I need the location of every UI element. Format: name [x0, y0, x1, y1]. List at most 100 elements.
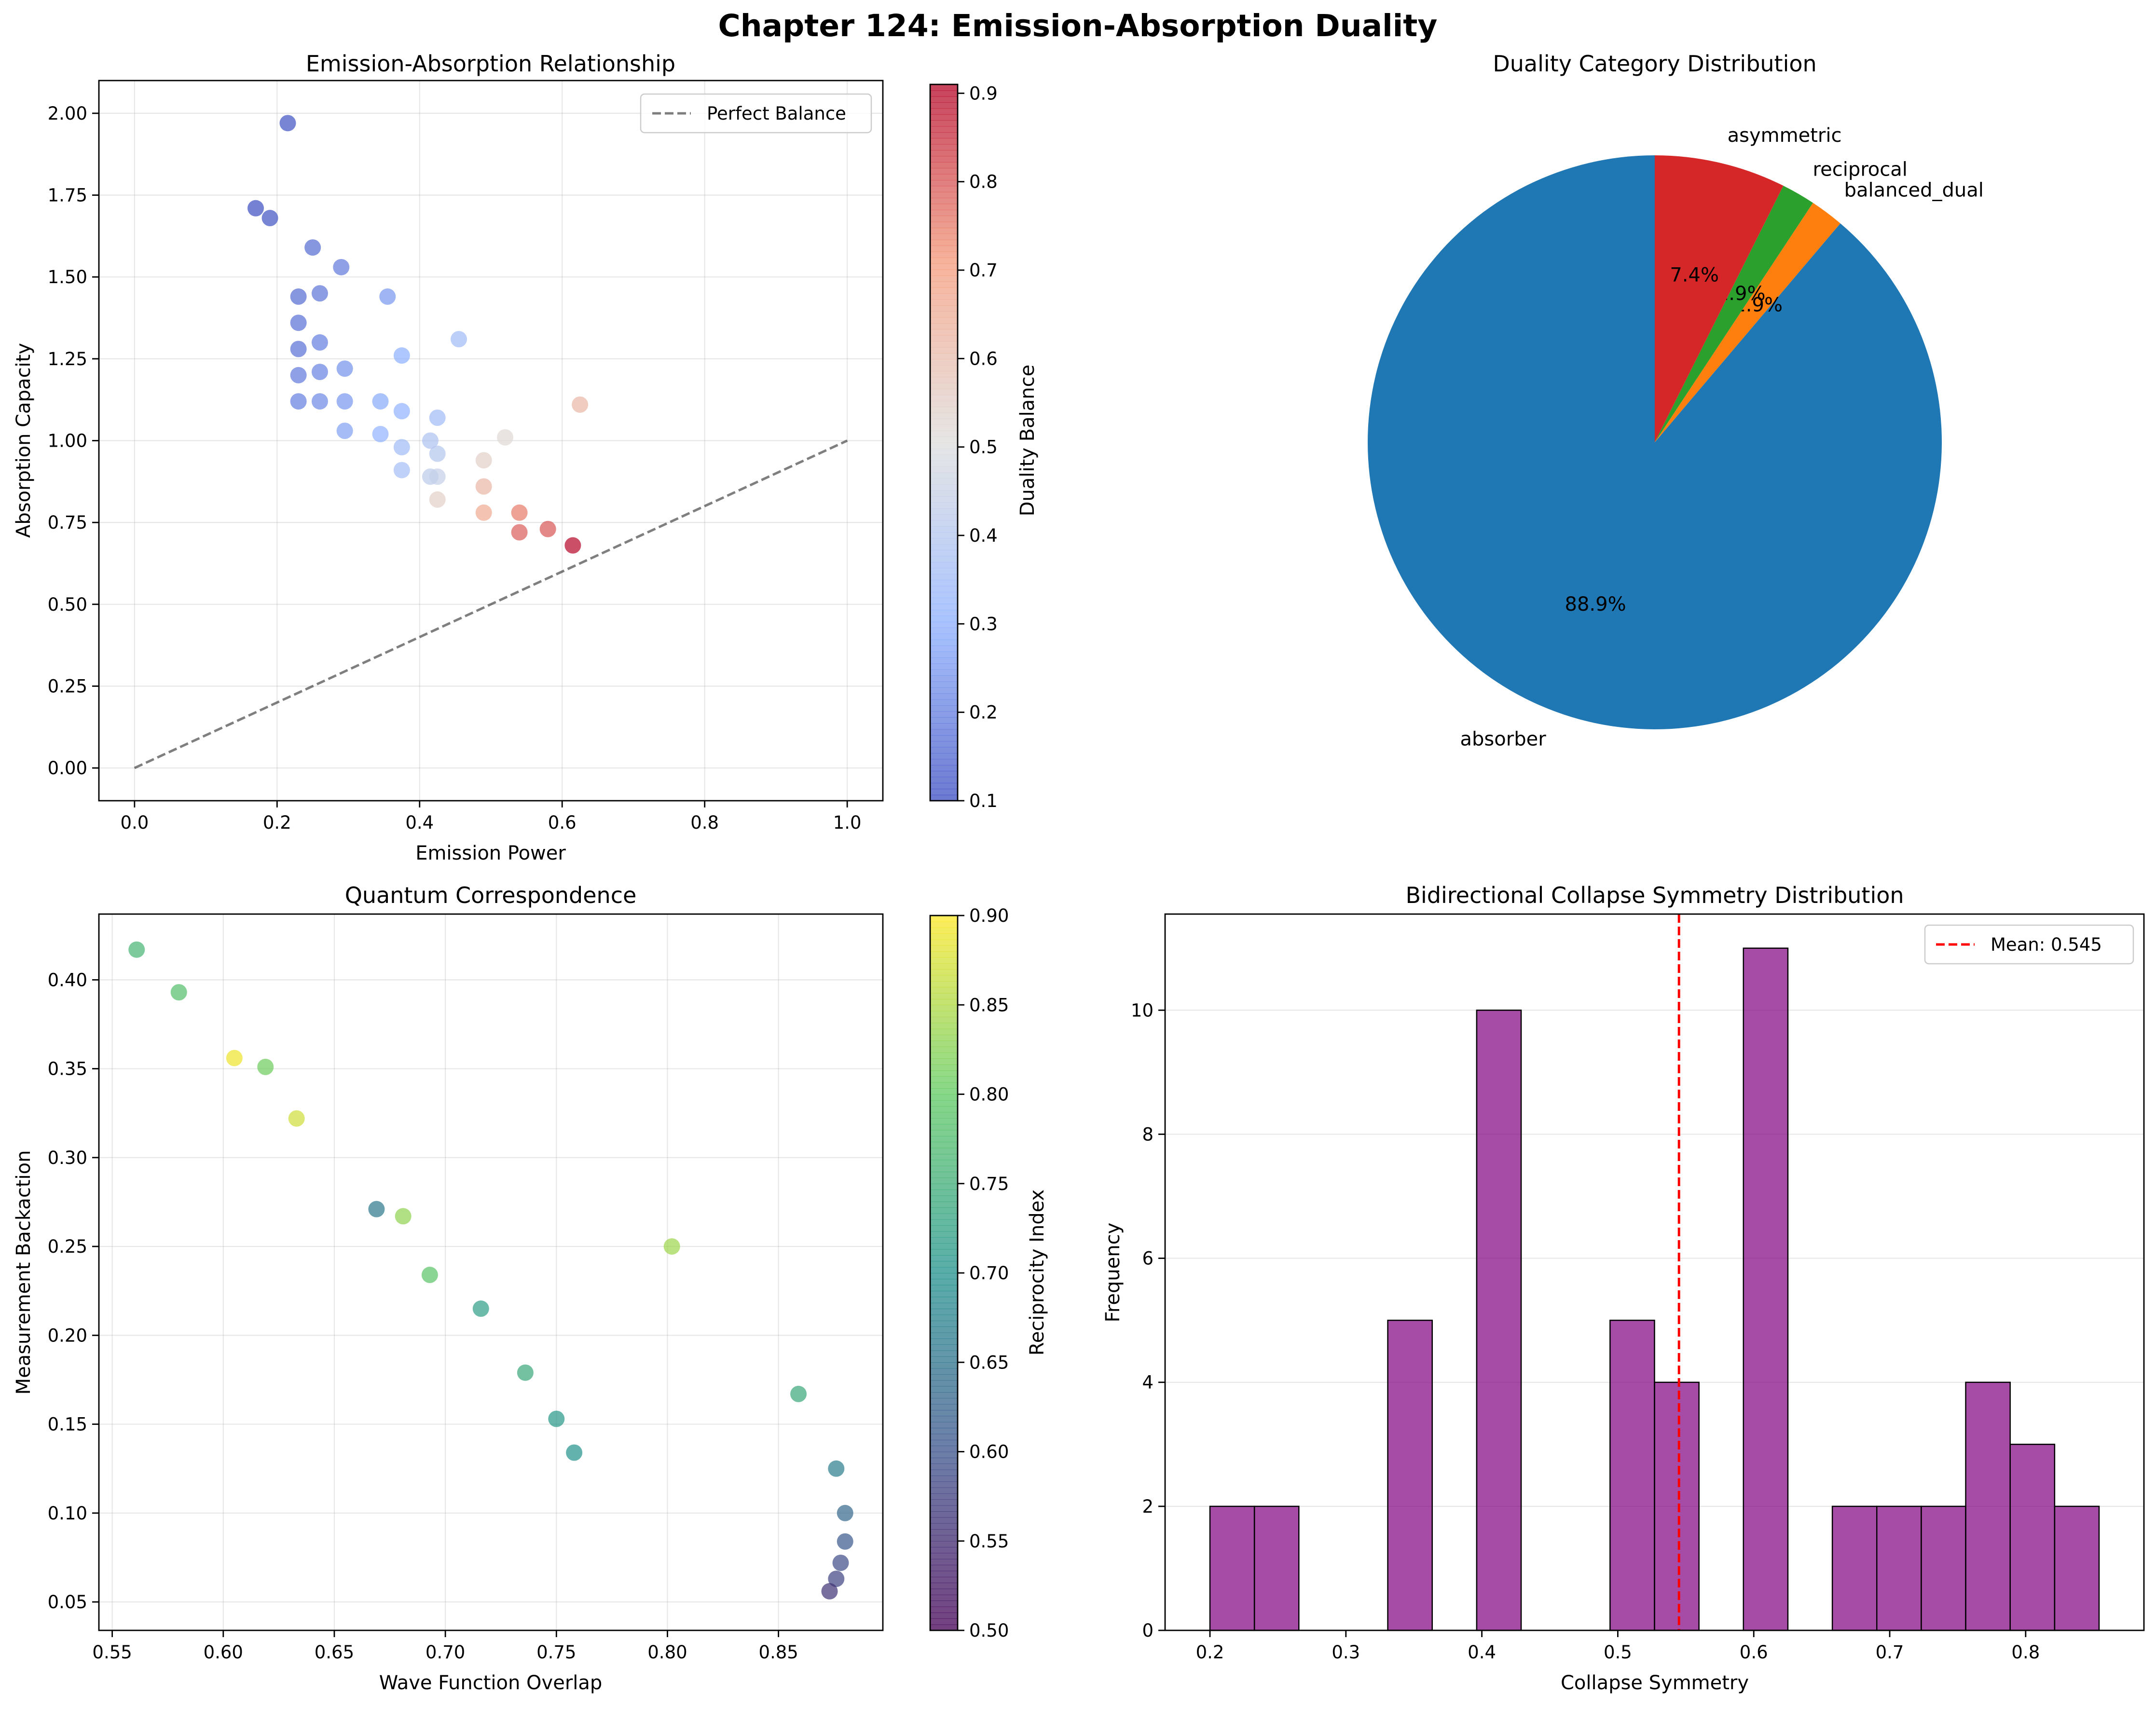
panel3-colorbar-segment [930, 1297, 958, 1303]
panel1-colorbar-segment [930, 132, 958, 139]
scatter-point [422, 432, 439, 449]
panel1-colorbar-segment [930, 377, 958, 383]
panel1-colorbar-segment [930, 400, 958, 408]
panel3-colorbar-segment [930, 1302, 958, 1309]
legend-mean-label: Mean: 0.545 [1991, 934, 2102, 955]
panel1-colorbar-segment [930, 520, 958, 527]
panel1-colorbar-segment [930, 532, 958, 539]
panel3-colorbar-segment [930, 1368, 958, 1375]
x-tick-label: 0.80 [647, 1642, 687, 1663]
panel3-colorbar-segment [930, 1386, 958, 1393]
scatter-point [290, 314, 307, 331]
panel1-colorbar-segment [930, 412, 958, 419]
panel3-colorbar-segment [930, 1183, 958, 1190]
panel3-colorbar-segment [930, 1529, 958, 1536]
panel3-colorbar-segment [930, 1541, 958, 1547]
panel4-xlabel: Collapse Symmetry [1561, 1672, 1749, 1694]
x-tick-label: 0.7 [1876, 1642, 1904, 1663]
panel1-colorbar-segment [930, 747, 958, 753]
scatter-point [257, 1058, 274, 1075]
x-tick-label: 0.6 [548, 812, 577, 833]
panel1-colorbar-tick-label: 0.4 [969, 525, 998, 546]
scatter-point [379, 288, 396, 305]
panel1-colorbar-segment [930, 84, 958, 91]
panel3-colorbar-segment [930, 1195, 958, 1202]
panel1-colorbar-segment [930, 460, 958, 467]
panel1-colorbar-segment [930, 544, 958, 551]
scatter-point [572, 396, 589, 413]
panel1-colorbar-segment [930, 138, 958, 145]
scatter-point [548, 1410, 565, 1427]
panel1-colorbar-segment [930, 711, 958, 718]
panel1-colorbar-segment [930, 156, 958, 163]
panel1-colorbar-segment [930, 246, 958, 252]
panel3-colorbar-segment [930, 1493, 958, 1500]
panel4-legend: Mean: 0.545 [1924, 924, 2134, 965]
panel3-colorbar-segment [930, 1380, 958, 1387]
panel3-colorbar-segment [930, 1428, 958, 1435]
y-tick-label: 8 [1142, 1124, 1154, 1145]
panel3-colorbar-segment [930, 1189, 958, 1196]
panel3-colorbar-segment [930, 969, 958, 976]
y-tick-label: 0.30 [48, 1148, 87, 1168]
scatter-point [837, 1533, 853, 1550]
panel1-colorbar-segment [930, 723, 958, 730]
panel1-colorbar-segment [930, 490, 958, 497]
scatter-point [226, 1050, 243, 1066]
panel1-colorbar-frame [929, 83, 959, 802]
y-tick-label: 2.00 [48, 103, 87, 124]
panel3-colorbar-segment [930, 1088, 958, 1095]
y-tick-label: 1.50 [48, 267, 87, 287]
panel1-colorbar-segment [930, 562, 958, 569]
y-tick-label: 0 [1142, 1620, 1154, 1641]
scatter-point [564, 537, 581, 554]
x-tick-label: 0.2 [263, 812, 291, 833]
panel3-colorbar-segment [930, 1135, 958, 1143]
panel1-colorbar-segment [930, 186, 958, 192]
panel3-colorbar-segment [930, 1457, 958, 1464]
panel1-colorbar-tick-label: 0.1 [969, 791, 998, 811]
panel3-colorbar-segment [930, 1416, 958, 1422]
panel3-colorbar-segment [930, 1583, 958, 1589]
scatter-point [311, 285, 328, 302]
panel3-colorbar-segment [930, 1100, 958, 1107]
panel3-colorbar-segment [930, 921, 958, 928]
y-tick-label: 1.25 [48, 349, 87, 369]
panel1-colorbar-tick-label: 0.9 [969, 83, 998, 104]
histogram-bar [1965, 1381, 2011, 1631]
panel1-colorbar-segment [930, 639, 958, 646]
panel3-colorbar-segment [930, 1201, 958, 1208]
pie-pct-asymmetric: 7.4% [1670, 264, 1719, 287]
panel3-colorbar-segment [930, 1243, 958, 1250]
panel3-colorbar-segment [930, 1600, 958, 1607]
panel1-colorbar-segment [930, 275, 958, 282]
panel3-ylabel: Measurement Backaction [13, 1150, 35, 1395]
panel-collapse-symmetry: Bidirectional Collapse Symmetry Distribu… [1102, 882, 2145, 1694]
scatter-point [290, 393, 307, 410]
panel1-colorbar-segment [930, 281, 958, 288]
panel3-colorbar-segment [930, 1035, 958, 1041]
panel3-colorbar-segment [930, 939, 958, 946]
panel1-colorbar-segment [930, 610, 958, 616]
panel1-colorbar-segment [930, 150, 958, 157]
panel1-colorbar-segment [930, 568, 958, 574]
panel1-colorbar-segment [930, 162, 958, 169]
x-tick-label: 1.0 [833, 812, 862, 833]
panel3-colorbar-segment [930, 1511, 958, 1518]
panel3-colorbar-segment [930, 1005, 958, 1012]
panel1-colorbar-segment [930, 753, 958, 760]
histogram-bar [1743, 947, 1789, 1631]
scatter-point [393, 462, 410, 479]
scatter-point [497, 429, 514, 446]
panel3-colorbar-segment [930, 1219, 958, 1226]
scatter-point [539, 520, 556, 537]
x-tick-label: 0.0 [120, 812, 149, 833]
panel1-colorbar-segment [930, 305, 958, 312]
scatter-point [393, 347, 410, 364]
panel1-colorbar-segment [930, 478, 958, 485]
panel3-colorbar-segment [930, 1064, 958, 1071]
panel1-colorbar: 0.1 0.2 0.3 0.4 0.5 0.6 0.7 0.8 0.9 [929, 83, 998, 811]
y-tick-label: 0.20 [48, 1325, 87, 1346]
panel3-colorbar-segment [930, 1332, 958, 1339]
